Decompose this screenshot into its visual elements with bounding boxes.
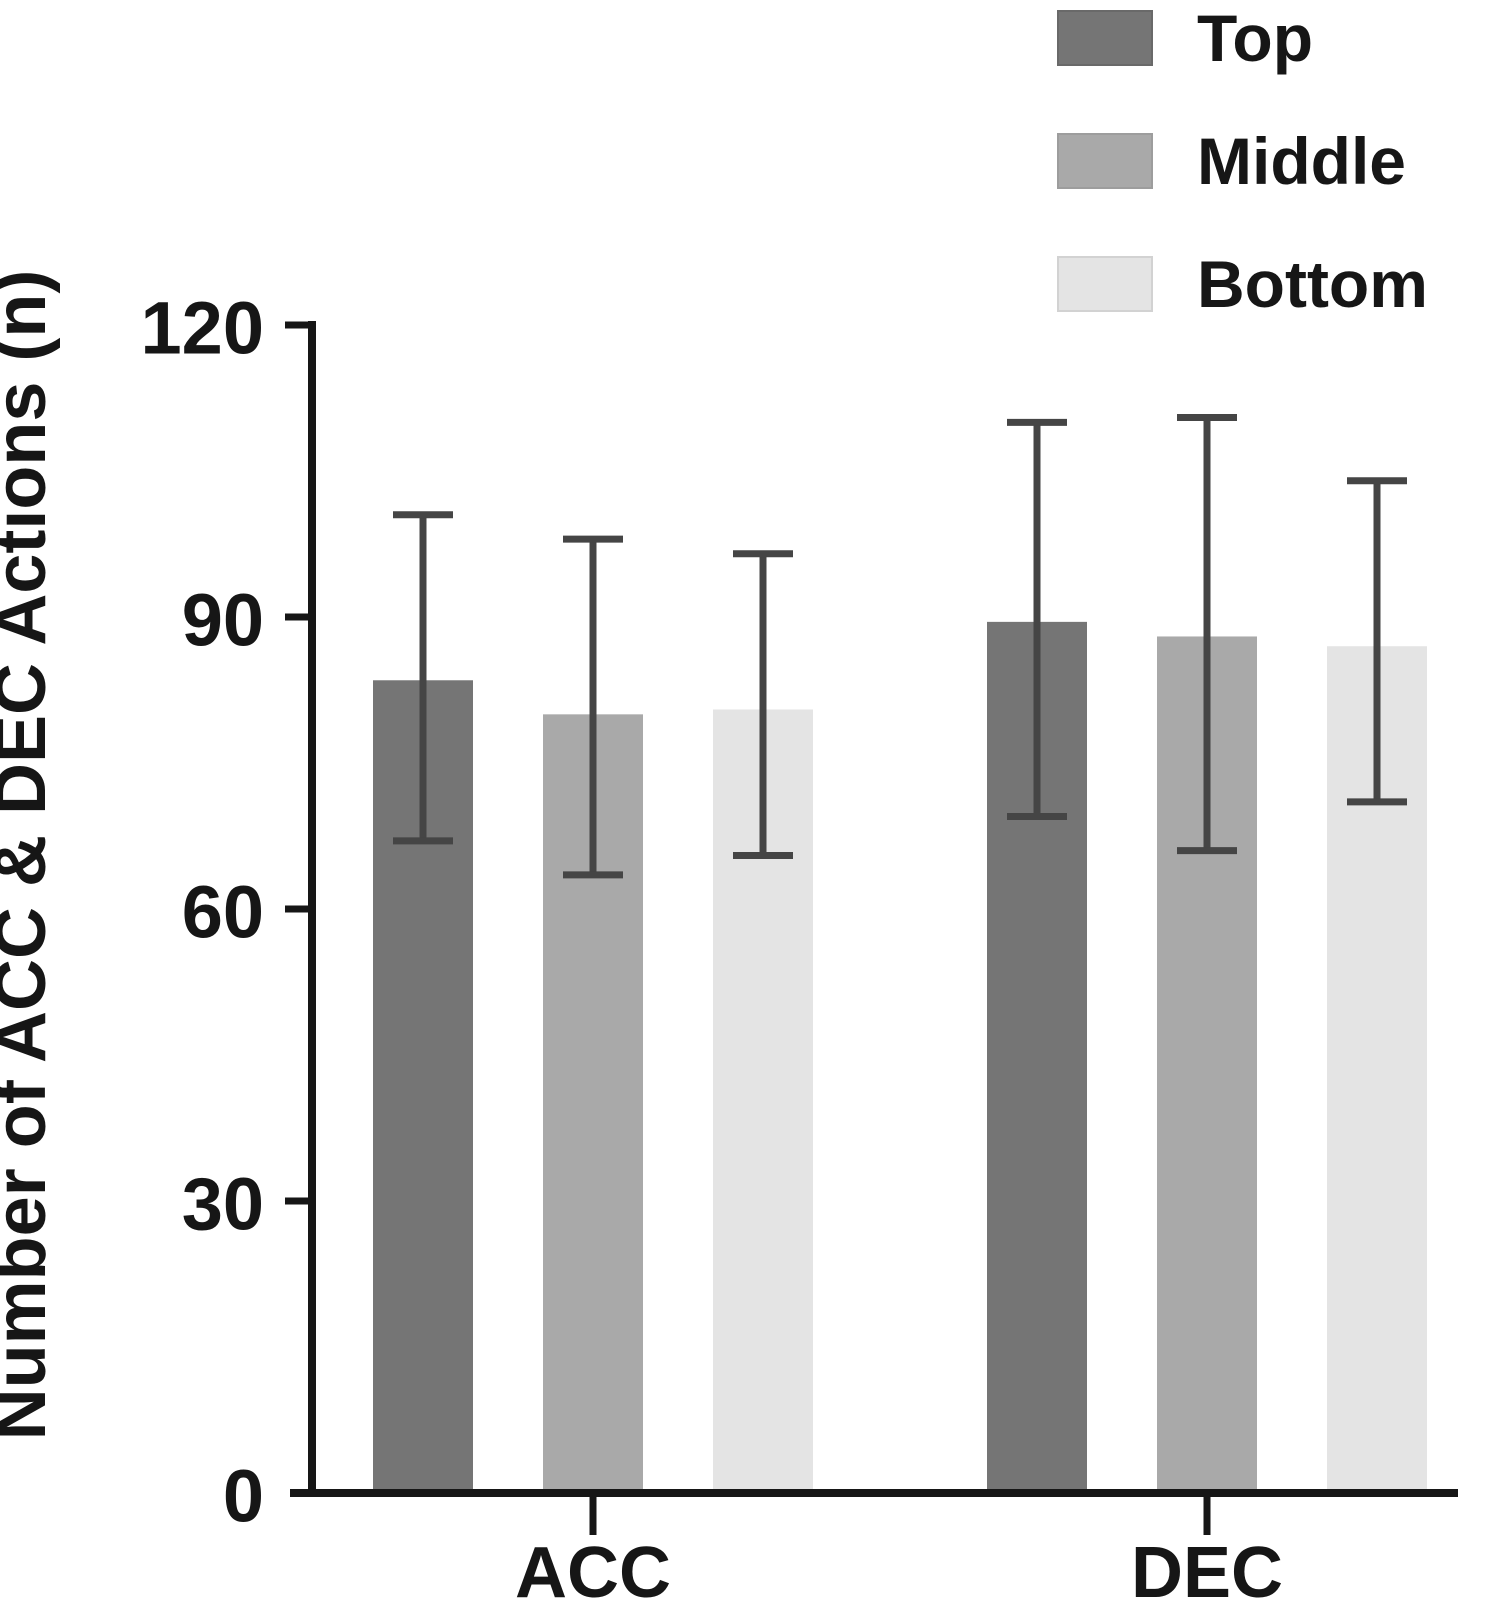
legend-label-middle: Middle	[1197, 124, 1406, 198]
legend: Top Middle Bottom	[1057, 5, 1428, 374]
legend-label-bottom: Bottom	[1197, 247, 1428, 321]
y-tick-label-30: 30	[182, 1163, 264, 1246]
legend-swatch-top	[1057, 10, 1153, 66]
x-category-label-dec: DEC	[1131, 1533, 1283, 1613]
y-tick-label-120: 120	[141, 287, 264, 370]
legend-item-top: Top	[1057, 5, 1428, 71]
y-axis-title: Number of ACC & DEC Actions (n)	[0, 270, 61, 1441]
x-category-label-acc: ACC	[515, 1533, 671, 1613]
legend-swatch-middle	[1057, 133, 1153, 189]
legend-swatch-bottom	[1057, 256, 1153, 312]
y-tick-label-60: 60	[182, 871, 264, 954]
legend-item-middle: Middle	[1057, 128, 1428, 194]
legend-label-top: Top	[1197, 1, 1314, 75]
y-tick-label-0: 0	[223, 1455, 264, 1538]
y-tick-label-90: 90	[182, 579, 264, 662]
legend-item-bottom: Bottom	[1057, 251, 1428, 317]
